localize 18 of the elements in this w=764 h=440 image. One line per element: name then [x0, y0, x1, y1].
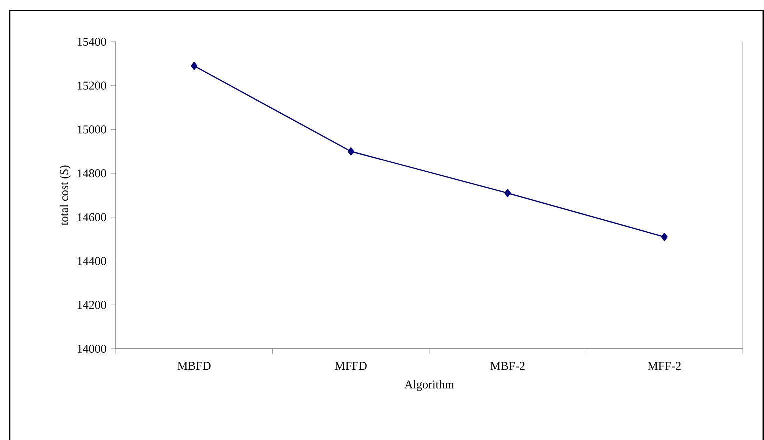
x-tick-label: MFF-2 — [648, 362, 681, 370]
y-tick-label: 14800 — [78, 170, 106, 178]
y-tick-label: 14200 — [78, 301, 106, 310]
point — [661, 233, 668, 242]
x-axis-title: Algorithm — [404, 380, 454, 392]
point — [504, 189, 512, 198]
y-tick-label: 15400 — [78, 38, 106, 46]
y-tick-label: 15000 — [78, 126, 106, 134]
x-tick-label: MBFD — [178, 362, 211, 370]
x-tick-label: MFFD — [335, 362, 367, 370]
y-tick-label: 14600 — [78, 213, 106, 222]
y-tick-label: 15200 — [78, 82, 106, 90]
y-axis-title: total cost ($) — [60, 166, 71, 226]
y-tick-label: 14400 — [78, 257, 106, 266]
point — [191, 62, 198, 70]
x-tick-label: MBF-2 — [490, 362, 525, 370]
y-tick-label: 14000 — [78, 344, 106, 354]
point — [348, 148, 354, 156]
